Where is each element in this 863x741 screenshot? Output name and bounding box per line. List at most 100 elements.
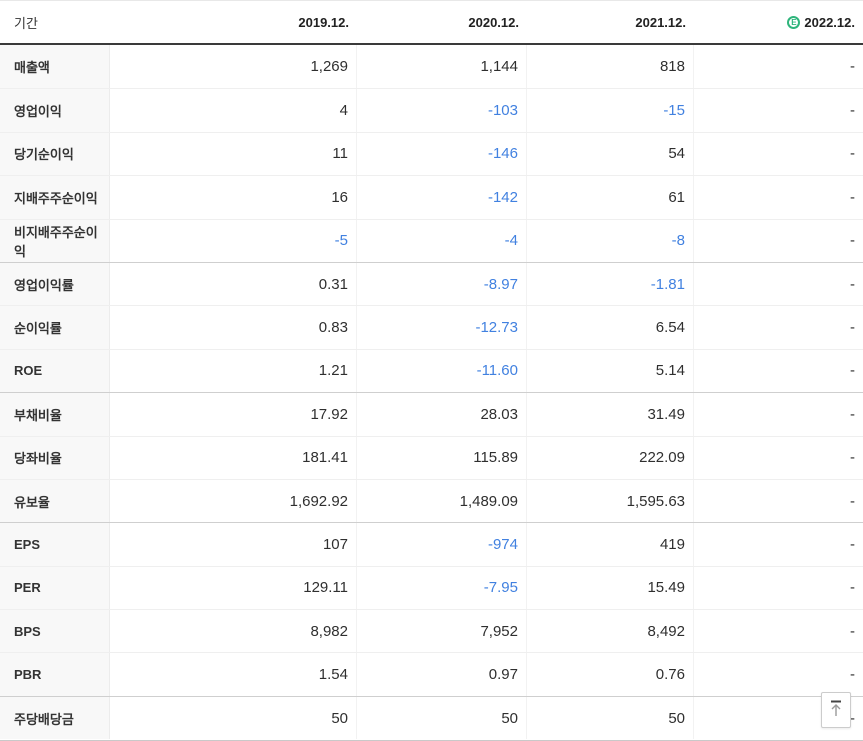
value-cell: -146 — [357, 132, 527, 176]
row-label: ROE — [0, 349, 110, 393]
row-label: 주당배당금 — [0, 696, 110, 740]
row-label: 부채비율 — [0, 393, 110, 436]
value-cell: 28.03 — [357, 393, 527, 436]
value-cell: 222.09 — [527, 436, 694, 479]
value-cell: -103 — [357, 89, 527, 132]
value-cell: 1,144 — [357, 45, 527, 89]
value-cell: - — [850, 102, 855, 120]
year-header-label: 2021.12. — [635, 14, 686, 30]
row-label: 당기순이익 — [0, 132, 110, 176]
table-row: 비지배주주순이익 -5 -4 -8 - — [0, 218, 863, 262]
row-label: 당좌비율 — [0, 436, 110, 479]
value-cell: - — [850, 362, 855, 380]
period-header-label: 기간 — [14, 15, 38, 31]
year-header: 2019.12. — [110, 1, 357, 43]
value-cell: 8,982 — [110, 610, 357, 653]
year-header: 2020.12. — [357, 1, 527, 43]
value-cell: 1,269 — [110, 45, 357, 89]
row-label: 지배주주순이익 — [0, 176, 110, 219]
value-cell: 6.54 — [527, 306, 694, 349]
value-cell: 50 — [110, 696, 357, 740]
value-cell: 0.76 — [527, 653, 694, 696]
value-cell: 31.49 — [527, 393, 694, 436]
value-cell: - — [850, 188, 855, 206]
table-row: 당좌비율 181.41 115.89 222.09 - — [0, 435, 863, 479]
value-cell: 1,692.92 — [110, 479, 357, 523]
year-header-label: 2022.12. — [804, 14, 855, 30]
value-cell: 17.92 — [110, 393, 357, 436]
value-cell: 0.97 — [357, 653, 527, 696]
table-row: 부채비율 17.92 28.03 31.49 - — [0, 392, 863, 436]
value-cell: 11 — [110, 132, 357, 176]
value-cell: 4 — [110, 89, 357, 132]
value-cell: 1.54 — [110, 653, 357, 696]
value-cell: - — [850, 275, 855, 293]
value-cell: 1,595.63 — [527, 479, 694, 523]
table-row: 순이익률 0.83 -12.73 6.54 - — [0, 305, 863, 349]
table-row: 유보율 1,692.92 1,489.09 1,595.63 - — [0, 478, 863, 523]
value-cell: - — [850, 709, 855, 727]
value-cell: 181.41 — [110, 436, 357, 479]
value-cell: 50 — [357, 696, 527, 740]
value-cell: - — [850, 232, 855, 250]
value-cell: -5 — [110, 219, 357, 262]
value-cell: 8,492 — [527, 610, 694, 653]
value-cell: 129.11 — [110, 566, 357, 610]
row-label: PER — [0, 566, 110, 610]
table-row: 주당배당금 50 50 50- — [0, 695, 863, 740]
value-cell: - — [850, 405, 855, 423]
value-cell: -15 — [527, 89, 694, 132]
value-cell: 818 — [527, 45, 694, 89]
value-cell: 115.89 — [357, 436, 527, 479]
value-cell: - — [850, 579, 855, 597]
row-label: 영업이익률 — [0, 262, 110, 306]
value-cell: -8 — [527, 219, 694, 262]
value-cell: 0.83 — [110, 306, 357, 349]
value-cell: 16 — [110, 176, 357, 219]
row-label: EPS — [0, 523, 110, 566]
table-header-row: 기간 2019.12. 2020.12. 2021.12. E 2022.12. — [0, 1, 863, 45]
table-row: 지배주주순이익 16 -142 61 - — [0, 175, 863, 219]
value-cell: - — [850, 622, 855, 640]
row-label: 비지배주주순이익 — [0, 219, 110, 262]
row-label: BPS — [0, 610, 110, 653]
value-cell: 1.21 — [110, 349, 357, 393]
table-row: ROE 1.21 -11.60 5.14 - — [0, 348, 863, 393]
estimate-badge-icon: E — [787, 15, 801, 29]
table-body: 매출액 1,269 1,144 818 - 영업이익 4 -103 -15 - 당기순이익 11 -14… — [0, 45, 863, 740]
table-row: 영업이익률 0.31 -8.97 -1.81 - — [0, 261, 863, 306]
value-cell: -4 — [357, 219, 527, 262]
table-row: PER 129.11 -7.95 15.49 - — [0, 565, 863, 610]
value-cell: - — [850, 319, 855, 337]
value-cell: -142 — [357, 176, 527, 219]
value-cell: 0.31 — [110, 262, 357, 306]
row-label: PBR — [0, 653, 110, 696]
row-label: 매출액 — [0, 45, 110, 89]
value-cell: - — [850, 449, 855, 467]
value-cell: - — [850, 666, 855, 684]
value-cell: -974 — [357, 523, 527, 566]
value-cell: 15.49 — [527, 566, 694, 610]
value-cell: 54 — [527, 132, 694, 176]
value-cell: - — [850, 145, 855, 163]
row-label: 순이익률 — [0, 306, 110, 349]
value-cell: - — [850, 535, 855, 553]
value-cell: 61 — [527, 176, 694, 219]
value-cell: 5.14 — [527, 349, 694, 393]
year-column-headers: 2019.12. 2020.12. 2021.12. E 2022.12. — [110, 1, 863, 43]
value-cell: 1,489.09 — [357, 479, 527, 523]
table-row: 매출액 1,269 1,144 818 - — [0, 45, 863, 89]
value-cell: 419 — [527, 523, 694, 566]
scroll-to-top-button[interactable] — [821, 692, 851, 728]
year-header: 2021.12. — [527, 1, 694, 43]
value-cell: - — [850, 492, 855, 510]
row-label: 영업이익 — [0, 89, 110, 132]
table-row: EPS 107 -974 419 - — [0, 522, 863, 566]
value-cell: 7,952 — [357, 610, 527, 653]
value-cell: 50 — [527, 696, 694, 740]
value-cell: - — [850, 58, 855, 76]
value-cell: -1.81 — [527, 262, 694, 306]
value-cell: -12.73 — [357, 306, 527, 349]
table-row: BPS 8,982 7,952 8,492 - — [0, 609, 863, 653]
